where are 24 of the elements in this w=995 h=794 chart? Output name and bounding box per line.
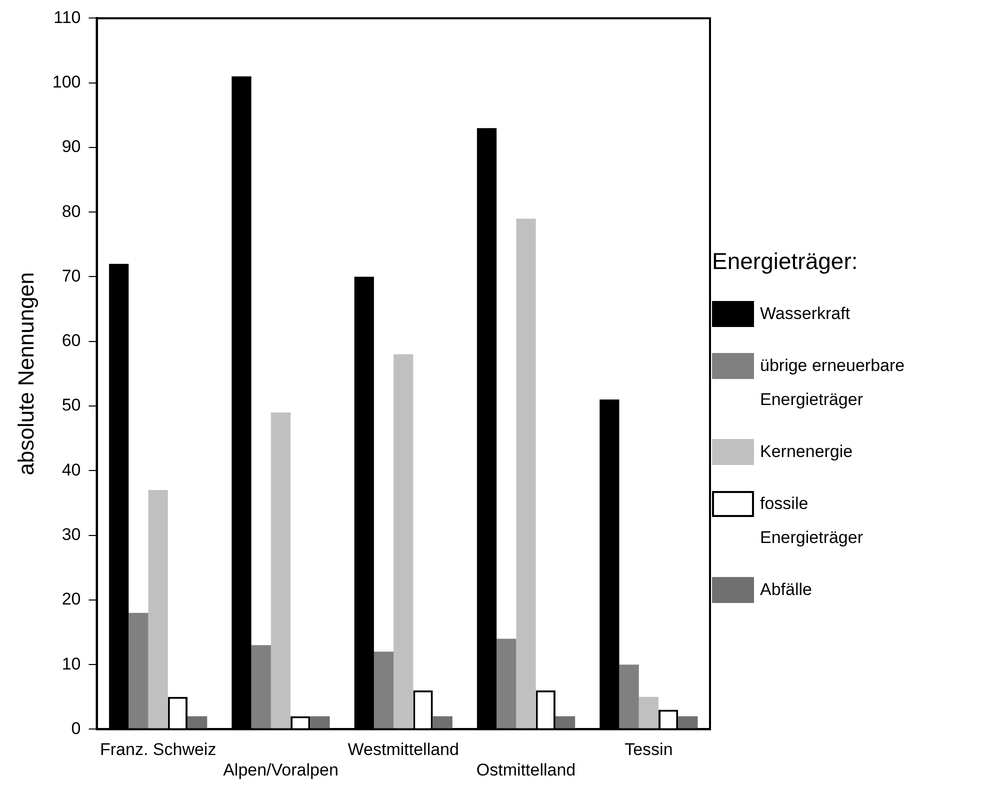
x-tick-label: Tessin (624, 740, 673, 760)
y-axis-title: absolute Nennungen (13, 272, 38, 476)
legend-label: Wasserkraft (760, 303, 852, 325)
y-tick-label: 110 (54, 8, 81, 27)
y-tick-label: 40 (62, 460, 81, 480)
x-tick-label: Franz. Schweiz (100, 740, 216, 760)
x-tick-label: Alpen/Voralpen (223, 760, 338, 780)
legend-label: fossile Energieträger (760, 493, 864, 549)
x-tick-label: Westmittelland (348, 740, 459, 760)
y-tick-label: 0 (71, 718, 81, 738)
y-tick-label: 10 (62, 654, 81, 674)
legend-label: übrige erneuerbare Energieträger (760, 355, 906, 411)
legend-label: Kernenergie (760, 441, 854, 463)
legend-title: Energieträger: (712, 248, 859, 275)
x-tick-label: Ostmittelland (476, 760, 576, 780)
y-tick-label: 90 (62, 137, 81, 156)
legend-label: Abfälle (760, 579, 813, 601)
y-tick-label: 100 (52, 72, 81, 92)
y-tick-label: 80 (62, 202, 81, 221)
y-tick-label: 50 (62, 396, 81, 415)
y-tick-label: 60 (62, 331, 81, 350)
y-tick-label: 70 (62, 266, 81, 286)
y-tick-label: 30 (62, 524, 81, 544)
y-tick-label: 20 (62, 590, 81, 609)
